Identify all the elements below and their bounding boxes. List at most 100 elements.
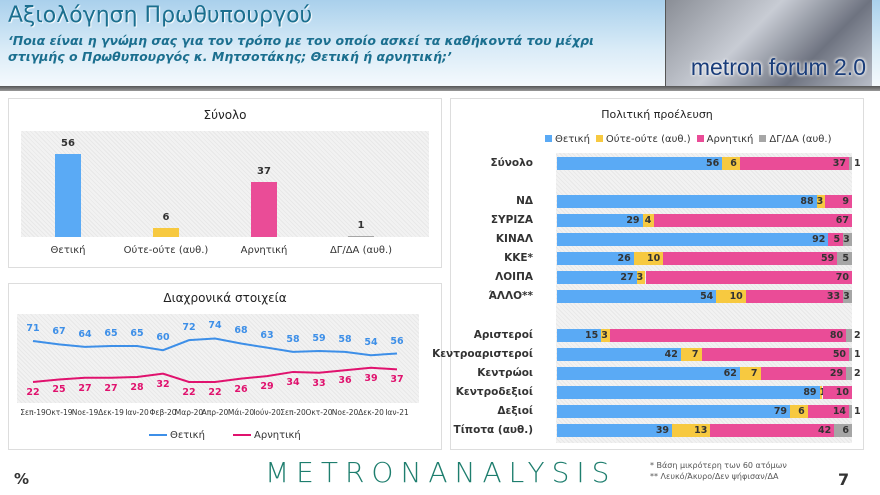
bar-segment [601,329,611,342]
bar-segment [846,329,852,342]
data-label: 1 [854,349,861,360]
bar-segment [633,252,664,265]
bar-segment [816,195,826,208]
x-tick-label: Δεκ-20 [358,408,384,417]
data-label: 29 [829,368,844,379]
bar-segment [828,233,844,246]
row-label: Τίποτα (αυθ.) [453,424,533,436]
x-tick-label: Μαρ-20 [174,408,204,417]
positive-line [32,337,398,357]
metron-forum-badge: metron forum 2.0 [665,0,872,87]
data-label: 60 [156,332,170,344]
data-label: 88 [800,196,814,207]
legend-line-icon [233,434,251,436]
bar-segment [837,252,852,265]
data-label: 39 [655,425,670,436]
data-label: 50 [832,349,847,360]
bar [348,235,374,238]
data-label: 42 [818,425,832,436]
data-label: 4 [644,215,652,226]
bar-segment [822,386,852,399]
data-label: 34 [286,376,300,388]
metron-analysis-logo: METRONANALYSIS [265,456,617,489]
bar-segment [819,386,823,399]
legend-label: Ούτε-ούτε (αυθ.) [605,134,691,145]
data-label: 54 [364,337,378,349]
data-label: 64 [78,328,92,340]
data-label: 36 [338,375,352,387]
data-label: 59 [312,333,326,345]
legend-swatch-icon [759,135,767,142]
data-label: 27 [104,382,118,394]
bar-segment [557,157,723,170]
data-label: 10 [729,291,743,302]
bar-segment [739,367,761,380]
x-tick-label: Σεπ-19 [20,408,46,417]
unit-label: % [14,470,30,488]
bar-segment [843,290,852,303]
bar-segment [790,405,808,418]
category-label: Ούτε-ούτε (αυθ.) [123,245,209,256]
legend-label: Θετική [170,430,205,441]
category-label: Αρνητική [240,245,288,256]
row-label: Κεντρώοι [477,367,533,379]
total-chart-panel: Σύνολο 56 Θετική 6 Ούτε-ούτε (αυθ.) 37 Αρνητι… [8,98,442,268]
x-tick-label: Ιαν-21 [385,408,409,417]
negative-line [32,366,398,383]
data-label: 33 [312,377,326,389]
data-label: 29 [260,381,274,393]
data-label: 58 [338,333,352,345]
page-title: Αξιολόγηση Πρωθυπουργού [8,3,313,28]
page-number: 7 [838,470,850,489]
data-label: 37 [257,166,271,178]
data-label: 3 [843,291,850,302]
data-label: 14 [832,406,847,417]
data-label: 22 [208,386,222,398]
legend-positive: Θετική [149,430,205,441]
row-label: ΚΚΕ* [504,252,533,264]
data-label: 15 [585,330,599,341]
data-label: 6 [798,406,805,417]
data-label: 2 [854,330,861,341]
data-label: 1 [854,406,861,417]
legend-label: Αρνητική [254,430,301,441]
data-label: 3 [636,272,644,283]
data-label: 6 [842,425,849,436]
header-divider [0,86,880,91]
bar-segment [716,290,746,303]
bar-segment [557,348,681,361]
bar-segment [557,233,829,246]
data-label: 62 [723,368,737,379]
data-label: 27 [78,382,92,394]
data-label: 65 [104,327,118,339]
data-label: 9 [842,196,849,207]
bar [55,154,81,237]
x-tick-label: Οκτ-20 [305,408,333,417]
legend-swatch-icon [696,135,704,142]
data-label: 7 [750,368,758,379]
data-label: 89 [803,387,817,398]
category-label: Θετική [50,245,86,256]
bar-segment [849,348,852,361]
footnote: * Βάση μικρότερη των 60 ατόμων [650,461,787,470]
data-label: 13 [694,425,708,436]
legend: Θετική Ούτε-ούτε (αυθ.) Αρνητική ΔΓ/ΔΑ (αυθ… [539,127,831,146]
data-label: 5 [842,253,849,264]
bar [251,182,277,237]
plot-area [17,314,419,403]
bar-segment [739,157,850,170]
bar-segment [557,195,817,208]
row-label: ΛΟΙΠΑ [495,271,533,283]
row-label: Δεξιοί [497,405,533,417]
x-tick-label: Νοε-20 [331,408,359,417]
row-label: Κεντροαριστεροί [432,348,533,360]
data-label: 59 [821,253,835,264]
legend-label: ΔΓ/ΔΑ (αυθ.) [769,134,832,145]
data-label: 32 [156,378,170,390]
data-label: 71 [26,322,40,334]
legend-label: Θετική [555,134,590,145]
bar-segment [557,290,717,303]
bar-segment [760,367,847,380]
x-tick-label: Δεκ-19 [98,408,124,417]
legend-item: Αρνητική [691,134,753,145]
